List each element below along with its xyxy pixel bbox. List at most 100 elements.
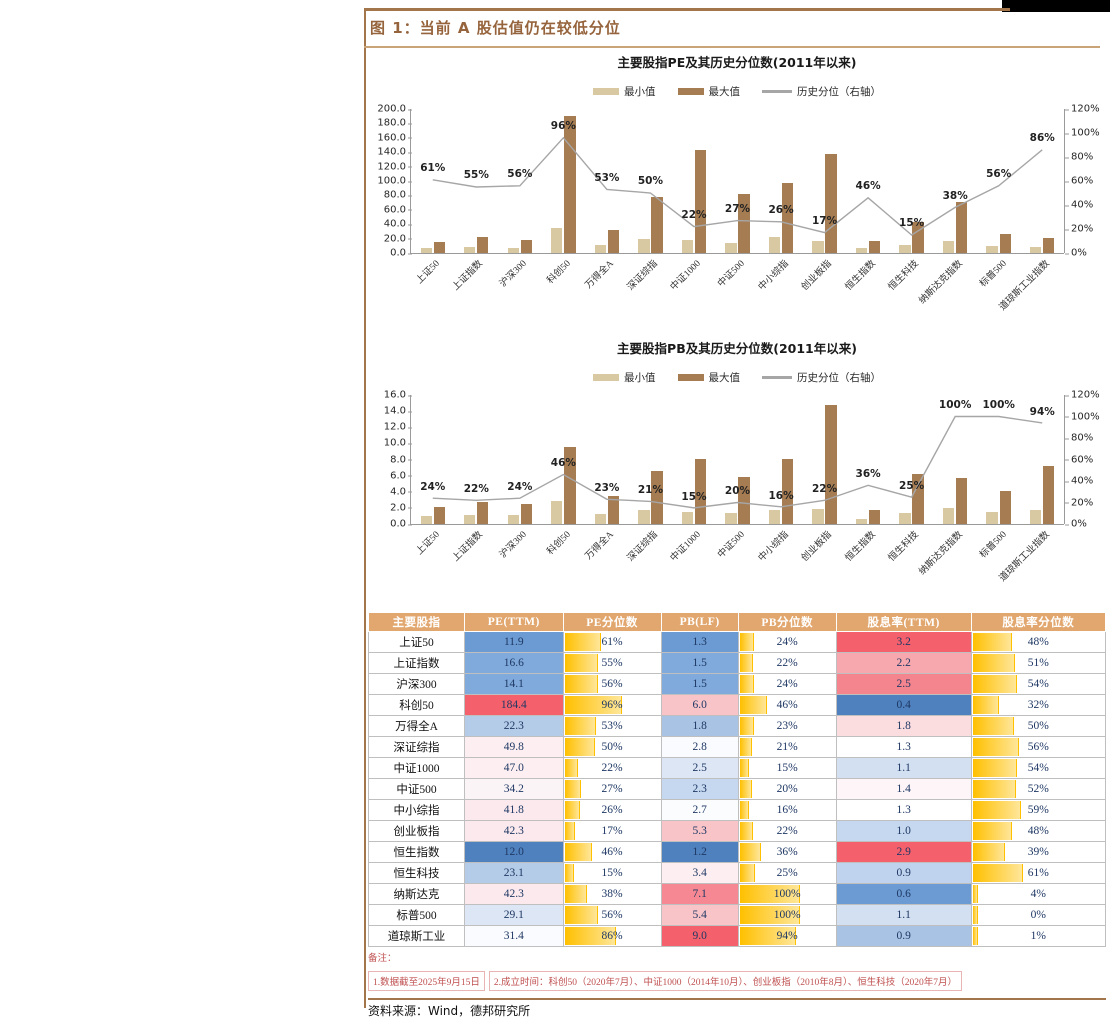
cell-index-name: 标普500 bbox=[368, 904, 465, 926]
table-row[interactable]: 纳斯达克 42.3 38% 7.1 100% 0.6 4% bbox=[368, 883, 1107, 905]
bar-max bbox=[607, 495, 620, 524]
legend-swatch-percentile bbox=[762, 90, 792, 93]
cell-dividend-percentile: 51% bbox=[970, 652, 1107, 674]
data-bar bbox=[564, 738, 595, 756]
bar-min bbox=[986, 511, 998, 524]
y-tick: 0.0 bbox=[390, 248, 412, 259]
table-row[interactable]: 道琼斯工业 31.4 86% 9.0 94% 0.9 1% bbox=[368, 925, 1107, 947]
cell-pe-ttm: 23.1 bbox=[464, 862, 564, 884]
data-point-label: 38% bbox=[942, 189, 968, 202]
cell-pb-lf: 2.3 bbox=[660, 778, 739, 800]
cell-pb-lf: 7.1 bbox=[660, 883, 739, 905]
data-bar-value: 22% bbox=[601, 762, 623, 774]
x-axis-label: 中小综指 bbox=[756, 529, 791, 564]
table-row[interactable]: 万得全A 22.3 53% 1.8 23% 1.8 50% bbox=[368, 715, 1107, 737]
y-tick: 4.0 bbox=[390, 486, 412, 497]
bar-min bbox=[420, 515, 432, 524]
cell-pe-percentile: 56% bbox=[562, 904, 662, 926]
table-row[interactable]: 中证1000 47.0 22% 2.5 15% 1.1 54% bbox=[368, 757, 1107, 779]
data-point-label: 56% bbox=[986, 168, 1012, 181]
cell-pb-lf: 2.5 bbox=[660, 757, 739, 779]
x-axis-label: 科创50 bbox=[545, 529, 573, 558]
bar-group bbox=[672, 109, 716, 253]
cell-pb-lf: 9.0 bbox=[660, 925, 739, 947]
data-bar bbox=[739, 738, 753, 756]
table-row[interactable]: 上证50 11.9 61% 1.3 24% 3.2 48% bbox=[368, 631, 1107, 653]
cell-pe-percentile: 22% bbox=[562, 757, 662, 779]
source-rule bbox=[368, 998, 1106, 1000]
bar-group bbox=[716, 109, 760, 253]
cell-index-name: 恒生指数 bbox=[368, 841, 465, 863]
data-bar bbox=[564, 906, 599, 924]
table-row[interactable]: 中证500 34.2 27% 2.3 20% 1.4 52% bbox=[368, 778, 1107, 800]
y-tick: 16.0 bbox=[384, 390, 413, 401]
data-bar-value: 36% bbox=[776, 846, 798, 858]
bar-max bbox=[651, 470, 663, 524]
data-bar-value: 51% bbox=[1027, 657, 1049, 669]
y-tick: 100.0 bbox=[377, 176, 412, 187]
y-tick-right: 100% bbox=[1064, 411, 1100, 422]
data-bar-value: 56% bbox=[601, 678, 623, 690]
cell-pe-ttm: 31.4 bbox=[464, 925, 564, 947]
bar-max bbox=[825, 404, 837, 524]
table-header-cell: PB分位数 bbox=[737, 612, 837, 632]
data-bar-value: 50% bbox=[1027, 720, 1049, 732]
table-row[interactable]: 恒生科技 23.1 15% 3.4 25% 0.9 61% bbox=[368, 862, 1107, 884]
bar-min bbox=[899, 512, 911, 524]
data-bar bbox=[972, 822, 1013, 840]
x-axis-label: 标普500 bbox=[977, 258, 1009, 290]
cell-dividend-yield: 0.9 bbox=[835, 925, 972, 947]
data-bar-value: 17% bbox=[601, 825, 623, 837]
table-row[interactable]: 上证指数 16.6 55% 1.5 22% 2.2 51% bbox=[368, 652, 1107, 674]
x-axis-label: 中小综指 bbox=[756, 258, 791, 293]
table-row[interactable]: 标普500 29.1 56% 5.4 100% 1.1 0% bbox=[368, 904, 1107, 926]
x-axis-label: 恒生指数 bbox=[843, 529, 878, 564]
data-bar-value: 86% bbox=[601, 930, 623, 942]
table-row[interactable]: 深证综指 49.8 50% 2.8 21% 1.3 56% bbox=[368, 736, 1107, 758]
bar-min bbox=[638, 509, 650, 524]
table-row[interactable]: 恒生指数 12.0 46% 1.2 36% 2.9 39% bbox=[368, 841, 1107, 863]
table-row[interactable]: 中小综指 41.8 26% 2.7 16% 1.3 59% bbox=[368, 799, 1107, 821]
cell-pb-percentile: 21% bbox=[737, 736, 837, 758]
table-row[interactable]: 创业板指 42.3 17% 5.3 22% 1.0 48% bbox=[368, 820, 1107, 842]
data-bar bbox=[972, 864, 1024, 882]
data-bar-value: 22% bbox=[776, 657, 798, 669]
data-bar bbox=[739, 654, 753, 672]
bar-min bbox=[986, 246, 998, 253]
cell-pe-percentile: 15% bbox=[562, 862, 662, 884]
cell-pe-percentile: 46% bbox=[562, 841, 662, 863]
table-row[interactable]: 沪深300 14.1 56% 1.5 24% 2.5 54% bbox=[368, 673, 1107, 695]
y-tick: 80.0 bbox=[384, 190, 413, 201]
cell-pe-ttm: 42.3 bbox=[464, 883, 564, 905]
table-row[interactable]: 科创50 184.4 96% 6.0 46% 0.4 32% bbox=[368, 694, 1107, 716]
data-bar-value: 27% bbox=[601, 783, 623, 795]
bar-group bbox=[455, 395, 499, 524]
pe-plot-area: 0.0 20.0 40.0 60.0 80.0 100.0 120.0 140.0 160.0 1… bbox=[377, 104, 1099, 259]
data-bar bbox=[739, 801, 750, 819]
data-bar-value: 16% bbox=[776, 804, 798, 816]
table-header-cell: 主要股指 bbox=[368, 612, 465, 632]
cell-pb-lf: 1.3 bbox=[660, 631, 739, 653]
data-point-label: 61% bbox=[420, 162, 446, 175]
data-bar bbox=[564, 633, 602, 651]
data-point-label: 24% bbox=[420, 481, 446, 494]
x-axis-label: 上证指数 bbox=[451, 529, 486, 564]
data-point-label: 16% bbox=[768, 489, 794, 502]
data-bar-value: 54% bbox=[1027, 678, 1049, 690]
cell-pe-ttm: 12.0 bbox=[464, 841, 564, 863]
cell-dividend-percentile: 52% bbox=[970, 778, 1107, 800]
bar-max bbox=[477, 237, 489, 253]
data-bar bbox=[972, 885, 978, 903]
data-bar-value: 100% bbox=[773, 909, 801, 921]
data-bar-value: 96% bbox=[601, 699, 623, 711]
data-point-label: 23% bbox=[594, 482, 620, 495]
bar-max bbox=[694, 150, 707, 253]
data-bar-value: 94% bbox=[776, 930, 798, 942]
y-tick-right: 60% bbox=[1064, 454, 1093, 465]
left-accent-rule bbox=[364, 8, 366, 1008]
data-bar-value: 26% bbox=[601, 804, 623, 816]
cell-pe-percentile: 56% bbox=[562, 673, 662, 695]
bar-group bbox=[672, 395, 716, 524]
data-point-label: 22% bbox=[811, 483, 838, 496]
cell-pe-ttm: 22.3 bbox=[464, 715, 564, 737]
